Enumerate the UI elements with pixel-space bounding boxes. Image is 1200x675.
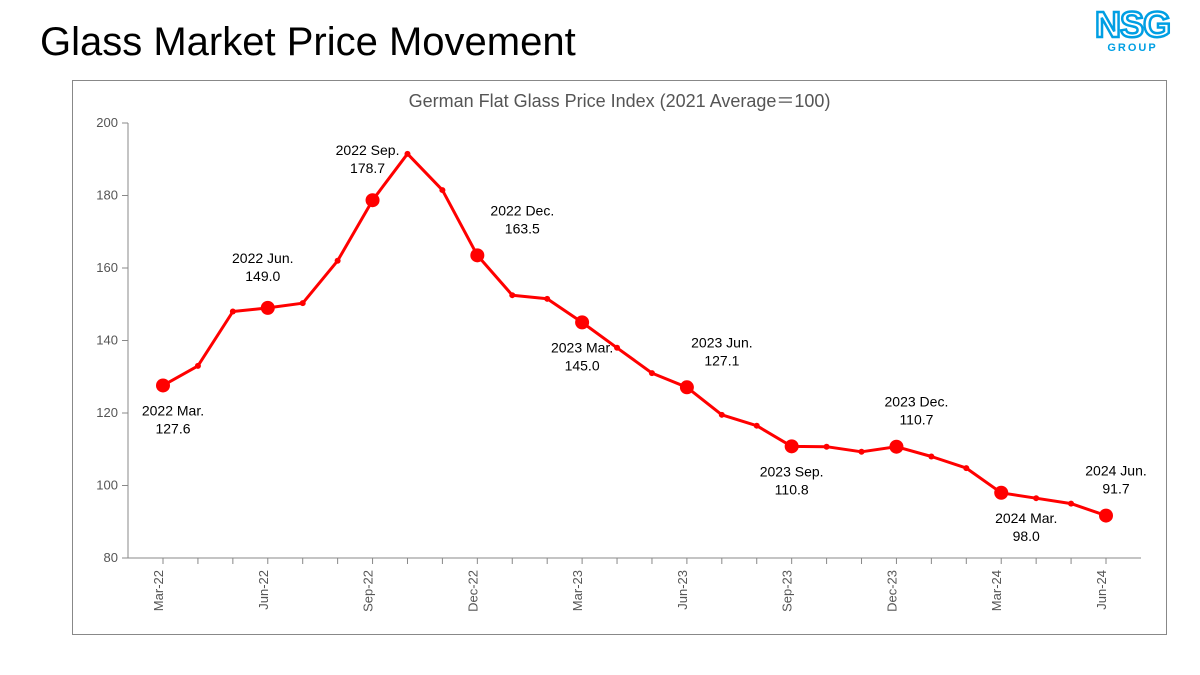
data-marker — [156, 378, 170, 392]
data-marker — [404, 151, 410, 157]
data-label: 2023 Mar. — [551, 339, 613, 355]
y-tick-label: 80 — [104, 550, 118, 565]
data-marker — [719, 412, 725, 418]
data-label: 2023 Dec. — [885, 394, 949, 410]
x-tick-label: Dec-22 — [465, 570, 480, 612]
data-marker — [754, 423, 760, 429]
data-marker — [889, 440, 903, 454]
data-marker — [544, 296, 550, 302]
price-line — [163, 154, 1106, 516]
data-marker — [680, 380, 694, 394]
y-tick-label: 120 — [96, 405, 118, 420]
data-label: 127.1 — [704, 352, 739, 368]
x-tick-label: Sep-23 — [780, 570, 795, 612]
data-marker — [1068, 501, 1074, 507]
x-tick-label: Jun-24 — [1094, 570, 1109, 610]
data-marker — [366, 193, 380, 207]
data-label: 163.5 — [505, 220, 540, 236]
data-label: 2022 Mar. — [142, 402, 204, 418]
data-label: 149.0 — [245, 268, 280, 284]
y-tick-label: 100 — [96, 478, 118, 493]
data-marker — [1033, 495, 1039, 501]
data-marker — [230, 309, 236, 315]
data-label: 2024 Mar. — [995, 510, 1057, 526]
nsg-logo: NSG GROUP — [1095, 10, 1170, 54]
x-tick-label: Mar-22 — [151, 570, 166, 611]
data-label: 2023 Jun. — [691, 334, 753, 350]
data-label: 2024 Jun. — [1085, 463, 1147, 479]
x-tick-label: Jun-23 — [675, 570, 690, 610]
data-label: 2022 Sep. — [336, 142, 400, 158]
data-marker — [300, 300, 306, 306]
chart-container: German Flat Glass Price Index (2021 Aver… — [72, 80, 1167, 635]
data-marker — [261, 301, 275, 315]
data-marker — [470, 248, 484, 262]
data-label: 2022 Dec. — [490, 202, 554, 218]
data-marker — [859, 449, 865, 455]
y-tick-label: 200 — [96, 115, 118, 130]
data-marker — [963, 465, 969, 471]
data-marker — [824, 444, 830, 450]
data-label: 110.8 — [775, 481, 809, 497]
data-label: 2022 Jun. — [232, 250, 294, 266]
data-marker — [575, 315, 589, 329]
x-tick-label: Dec-23 — [884, 570, 899, 612]
data-label: 2023 Sep. — [760, 463, 824, 479]
data-marker — [614, 345, 620, 351]
data-marker — [335, 258, 341, 264]
data-label: 145.0 — [565, 357, 600, 373]
data-marker — [439, 187, 445, 193]
x-tick-label: Sep-22 — [361, 570, 376, 612]
data-label: 91.7 — [1102, 481, 1129, 497]
data-marker — [649, 370, 655, 376]
data-marker — [785, 439, 799, 453]
data-label: 127.6 — [155, 420, 190, 436]
x-tick-label: Jun-22 — [256, 570, 271, 610]
nsg-logo-text: NSG — [1095, 10, 1170, 41]
y-tick-label: 140 — [96, 333, 118, 348]
chart-title: German Flat Glass Price Index (2021 Aver… — [73, 81, 1166, 113]
x-tick-label: Mar-23 — [570, 570, 585, 611]
x-tick-label: Mar-24 — [989, 570, 1004, 611]
data-label: 178.7 — [350, 160, 385, 176]
data-marker — [1099, 509, 1113, 523]
data-marker — [928, 454, 934, 460]
page-title: Glass Market Price Movement — [40, 20, 1170, 65]
data-marker — [509, 292, 515, 298]
y-tick-label: 180 — [96, 188, 118, 203]
data-label: 98.0 — [1013, 528, 1040, 544]
data-marker — [994, 486, 1008, 500]
data-label: 110.7 — [899, 412, 933, 428]
y-tick-label: 160 — [96, 260, 118, 275]
data-marker — [195, 363, 201, 369]
line-chart: 80 100 120 140 160 180 200 Mar-22 Jun-22 Sep-22 De… — [73, 113, 1166, 638]
